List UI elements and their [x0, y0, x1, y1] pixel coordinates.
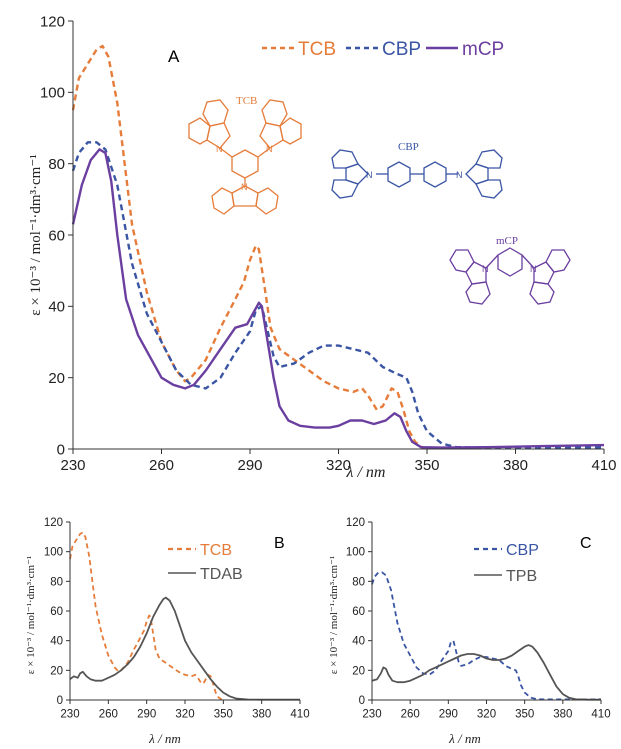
series-group-b: [69, 531, 300, 701]
mcp-molecule-structure: mCP N N: [449, 235, 571, 305]
svg-text:N: N: [482, 264, 489, 274]
panel-label-c: C: [580, 535, 592, 552]
tcb-structure-label: TCB: [236, 95, 257, 107]
panel-b: B TCB TDAB 230 260 290 320 350 380 410 0 20 40 60 8…: [25, 517, 310, 746]
legend-label-tpb: TPB: [506, 568, 537, 585]
y-tick-label-a: 40: [48, 299, 65, 316]
y-tick-label-c: 120: [346, 517, 365, 529]
y-tick-label-c: 40: [352, 636, 365, 648]
x-tick-label-c: 380: [553, 709, 572, 721]
mcp-structure-label: mCP: [496, 235, 518, 247]
y-tick-label-a: 20: [48, 370, 65, 387]
x-tick-label-b: 320: [175, 709, 194, 721]
x-tick-label-c: 260: [401, 709, 420, 721]
y-tick-label-b: 100: [44, 547, 63, 559]
legend-label-cbp-c: CBP: [506, 542, 539, 559]
panel-label-b: B: [274, 535, 285, 552]
legend-a: TCB CBP mCP: [262, 39, 504, 60]
x-axis-label-a: λ / nm: [346, 464, 386, 481]
panel-label-a: A: [168, 47, 180, 66]
x-tick-label-c: 350: [515, 709, 534, 721]
x-axis-label-c: λ / nm: [448, 731, 481, 746]
cbp-molecule-structure: CBP N N: [331, 141, 503, 199]
x-tick-label-a: 230: [60, 457, 85, 474]
x-tick-label-b: 350: [214, 709, 233, 721]
y-tick-label-b: 120: [44, 517, 63, 529]
x-tick-label-c: 410: [591, 709, 610, 721]
legend-c: CBP TPB: [474, 542, 539, 585]
legend-label-tcb-b: TCB: [200, 542, 232, 559]
y-tick-label-c: 80: [352, 576, 365, 588]
x-tick-label-c: 320: [477, 709, 496, 721]
x-tick-label-a: 320: [326, 457, 351, 474]
x-tick-label-b: 260: [99, 709, 118, 721]
x-tick-label-b: 230: [60, 709, 79, 721]
x-tick-label-a: 260: [149, 457, 174, 474]
legend-label-tdab: TDAB: [200, 566, 243, 583]
x-tick-label-b: 290: [137, 709, 156, 721]
axes-b: 230 260 290 320 350 380 410 0 20 40 60 80 100 120: [44, 517, 310, 720]
series-line-tpb-c: [371, 644, 601, 701]
axes-c: 230 260 290 320 350 380 410 0 20 40 60 80 100 120: [346, 517, 611, 720]
svg-text:N: N: [530, 264, 537, 274]
legend-b: TCB TDAB: [168, 542, 243, 583]
y-tick-label-a: 80: [48, 156, 65, 173]
x-tick-label-b: 380: [252, 709, 271, 721]
x-axis-label-b: λ / nm: [148, 731, 181, 746]
panel-a: A TCB CBP mCP TCB N N N: [28, 13, 617, 481]
svg-text:N: N: [456, 170, 463, 180]
y-tick-label-a: 0: [57, 441, 65, 458]
x-tick-label-c: 290: [439, 709, 458, 721]
y-tick-label-a: 120: [40, 13, 65, 30]
x-tick-label-a: 380: [503, 457, 528, 474]
series-line-cbp-c: [371, 571, 602, 701]
y-axis-label-a: ε × 10⁻³ / mol⁻¹·dm³·cm⁻¹: [28, 154, 44, 315]
y-tick-label-a: 60: [48, 227, 65, 244]
y-tick-label-b: 60: [50, 606, 63, 618]
y-tick-label-c: 0: [359, 695, 365, 707]
series-line-tdab-b: [69, 596, 300, 701]
legend-label-mcp: mCP: [462, 39, 504, 60]
series-line-cbp-a: [71, 141, 605, 449]
y-tick-label-c: 100: [346, 547, 365, 559]
x-tick-label-a: 410: [591, 457, 616, 474]
x-tick-label-b: 410: [290, 709, 309, 721]
svg-text:N: N: [366, 170, 373, 180]
cbp-structure-label: CBP: [398, 141, 419, 153]
legend-label-tcb: TCB: [298, 39, 336, 60]
series-group-c: [371, 571, 602, 701]
series-group-a: [71, 44, 605, 450]
tcb-molecule-structure: TCB N N N: [188, 95, 302, 215]
y-tick-label-a: 100: [40, 85, 65, 102]
axes-a: 230 260 290 320 350 380 410 0 20 40 60 80 100 120: [40, 13, 617, 474]
y-tick-label-b: 80: [50, 576, 63, 588]
svg-text:N: N: [241, 182, 248, 192]
legend-label-cbp: CBP: [382, 39, 421, 60]
y-axis-label-c: ε × 10⁻³ / mol⁻¹·dm³·cm⁻¹: [328, 556, 340, 674]
y-tick-label-c: 60: [352, 606, 365, 618]
y-tick-label-b: 0: [57, 695, 63, 707]
y-tick-label-b: 20: [50, 665, 63, 677]
svg-text:N: N: [266, 144, 273, 154]
y-tick-label-b: 40: [50, 636, 63, 648]
panel-c: C CBP TPB 230 260 290 320 350 380 410 0 20 40 60 80…: [328, 517, 611, 746]
x-tick-label-c: 230: [362, 709, 381, 721]
x-tick-label-a: 350: [414, 457, 439, 474]
x-tick-label-a: 290: [237, 457, 262, 474]
series-line-mcp-a: [71, 148, 605, 449]
y-tick-label-c: 20: [352, 665, 365, 677]
y-axis-label-b: ε × 10⁻³ / mol⁻¹·dm³·cm⁻¹: [25, 556, 37, 674]
svg-text:N: N: [216, 144, 223, 154]
series-line-tcb-a: [71, 44, 428, 450]
series-line-tcb-b: [69, 531, 224, 701]
